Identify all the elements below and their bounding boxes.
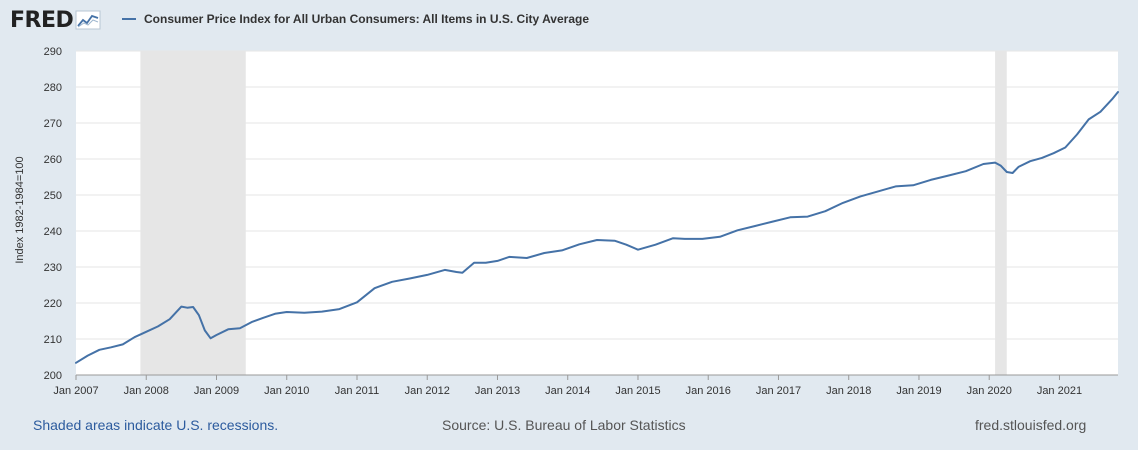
x-tick-label-2008: Jan 2008 — [124, 385, 169, 397]
x-tick-label-2017: Jan 2017 — [756, 385, 801, 397]
y-tick-label-260: 260 — [44, 154, 62, 166]
x-tick-label-2020: Jan 2020 — [967, 385, 1012, 397]
fred-logo-text: FRED — [10, 7, 74, 33]
legend-line-swatch — [122, 18, 136, 20]
fred-logo[interactable]: FRED — [10, 6, 101, 34]
x-tick-label-2012: Jan 2012 — [405, 385, 450, 397]
cpi-line-chart[interactable]: 200 210 220 230 240 250 260 270 280 290 Jan 2007 Ja… — [0, 0, 1138, 400]
x-tick-label-2021: Jan 2021 — [1037, 385, 1082, 397]
y-tick-label-220: 220 — [44, 298, 62, 310]
x-tick-label-2014: Jan 2014 — [545, 385, 590, 397]
x-tick-label-2011: Jan 2011 — [335, 385, 379, 397]
chart-legend[interactable]: Consumer Price Index for All Urban Consu… — [122, 12, 589, 26]
y-tick-label-280: 280 — [44, 82, 62, 94]
y-tick-label-290: 290 — [44, 46, 62, 58]
site-link[interactable]: fred.stlouisfed.org — [975, 417, 1087, 433]
x-tick-label-2007: Jan 2007 — [53, 385, 98, 397]
x-tick-label-2009: Jan 2009 — [194, 385, 239, 397]
line-graph-icon — [75, 10, 101, 30]
recession-note: Shaded areas indicate U.S. recessions. — [33, 417, 279, 433]
source-note: Source: U.S. Bureau of Labor Statistics — [442, 417, 686, 433]
legend-series-title: Consumer Price Index for All Urban Consu… — [144, 12, 589, 26]
x-tick-label-2018: Jan 2018 — [826, 385, 871, 397]
plot-area — [76, 51, 1118, 375]
x-tick-label-2013: Jan 2013 — [475, 385, 520, 397]
y-tick-label-230: 230 — [44, 262, 62, 274]
y-tick-label-200: 200 — [44, 370, 62, 382]
y-tick-label-250: 250 — [44, 190, 62, 202]
y-tick-label-240: 240 — [44, 226, 62, 238]
x-tick-label-2015: Jan 2015 — [615, 385, 660, 397]
x-tick-label-2019: Jan 2019 — [896, 385, 941, 397]
x-tick-label-2010: Jan 2010 — [264, 385, 309, 397]
recession-band-2 — [995, 51, 1007, 375]
y-tick-label-210: 210 — [44, 334, 62, 346]
x-tick-label-2016: Jan 2016 — [686, 385, 731, 397]
y-tick-label-270: 270 — [44, 118, 62, 130]
recession-band-1 — [140, 51, 246, 375]
series-line-1 — [75, 91, 1119, 364]
